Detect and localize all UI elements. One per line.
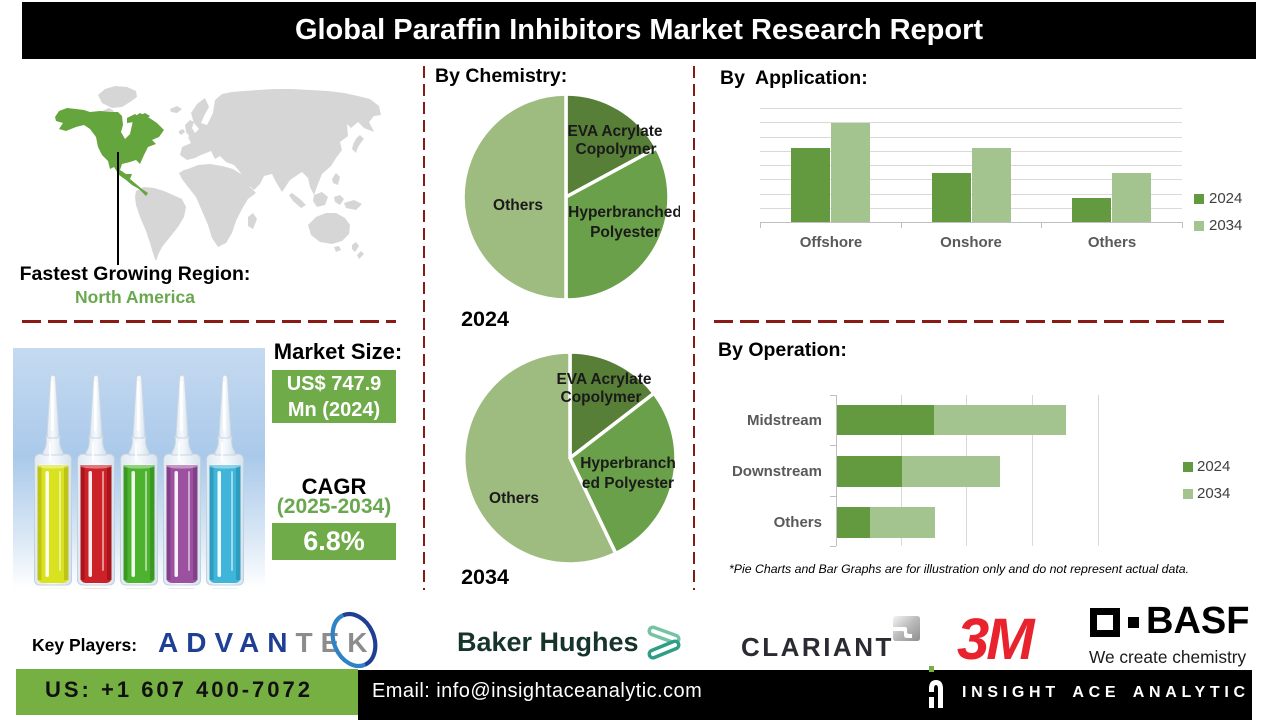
svg-text:Copolymer: Copolymer [576, 141, 657, 158]
svg-text:Polyester: Polyester [590, 224, 660, 241]
svg-text:Others: Others [489, 490, 539, 507]
svg-text:Hyperbranch: Hyperbranch [580, 455, 676, 472]
svg-text:EVA Acrylate: EVA Acrylate [556, 371, 651, 388]
svg-text:Others: Others [493, 197, 543, 214]
svg-text:Hyperbranched: Hyperbranched [568, 204, 680, 221]
svg-text:Copolymer: Copolymer [561, 389, 642, 406]
svg-text:ed Polyester: ed Polyester [582, 475, 674, 492]
svg-text:EVA Acrylate: EVA Acrylate [567, 123, 662, 140]
